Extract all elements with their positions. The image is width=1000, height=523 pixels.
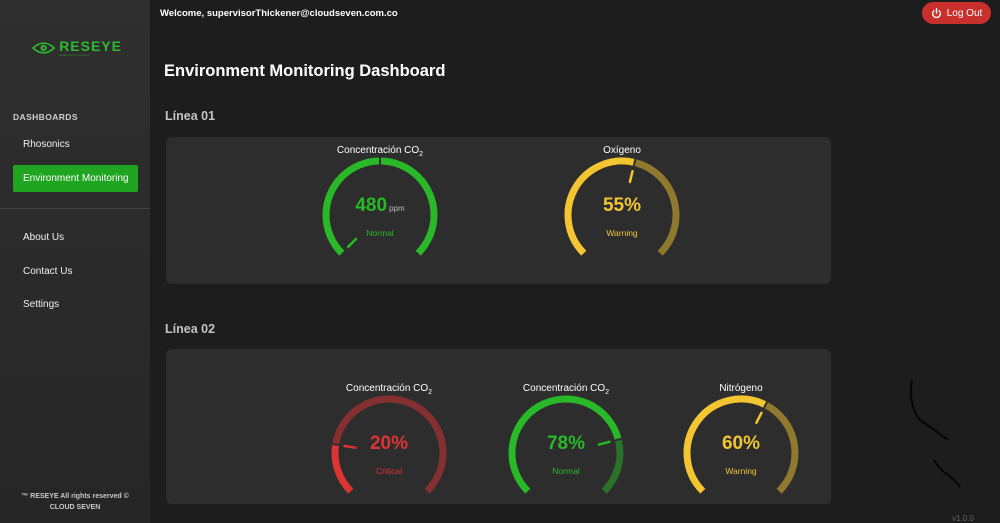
- eye-icon: [32, 42, 56, 54]
- sidebar-item-rhosonics[interactable]: Rhosonics: [13, 131, 138, 158]
- sidebar-divider: [0, 208, 150, 209]
- line-02-title: Línea 02: [165, 322, 216, 336]
- gauge-value: 20%: [319, 433, 459, 455]
- gauge-track: [763, 401, 799, 494]
- sidebar-item-label: Rhosonics: [23, 139, 70, 150]
- gauge-label: Oxígeno: [552, 145, 692, 158]
- gauge-dial: [683, 395, 799, 494]
- gauge-oxygen-line01: Oxígeno 55% Warning: [552, 145, 692, 265]
- gauge-marker: [632, 158, 637, 167]
- gauge-label-text: Concentración CO: [522, 383, 606, 394]
- logo-text: RESEYE: [59, 37, 122, 54]
- gauge-value-number: 60%: [721, 433, 761, 454]
- gauge-dial: [331, 395, 447, 494]
- gauge-status: Normal: [366, 228, 394, 238]
- page-title: Environment Monitoring Dashboard: [164, 62, 446, 80]
- gauge-label-text: Nitrógeno: [719, 383, 763, 394]
- sidebar-item-label: About Us: [23, 232, 65, 243]
- gauge-co2-b-line02: Concentración CO2 78% Normal: [496, 383, 636, 503]
- scribble-mark: [910, 379, 961, 488]
- gauge-label-text: Concentración CO: [336, 145, 420, 156]
- dashboards-section-label: DASHBOARDS: [13, 112, 78, 122]
- version-label: v1.0.0: [952, 514, 974, 523]
- gauge-marker: [762, 400, 769, 409]
- gauge-status: Critical: [376, 466, 402, 476]
- footer-company: CLOUD SEVEN: [49, 504, 101, 511]
- gauge-label-text: Concentración CO: [345, 383, 429, 394]
- gauge-needle: [755, 411, 763, 424]
- gauge-co2-line01: Concentración CO2 480 ppm Normal: [310, 145, 450, 265]
- gauge-needle: [346, 237, 358, 249]
- gauge-co2-a-line02: Concentración CO2 20% Critical: [319, 383, 459, 503]
- gauge-fill: [683, 395, 768, 494]
- gauge-status: Warning: [725, 466, 757, 476]
- sidebar-item-environment-monitoring[interactable]: Environment Monitoring: [13, 165, 138, 192]
- gauge-label: Nitrógeno: [671, 383, 811, 396]
- sidebar-item-label: Settings: [23, 299, 60, 310]
- gauge-value-number: 20%: [369, 433, 409, 454]
- gauge-needle: [343, 444, 357, 449]
- gauge-needle: [597, 440, 611, 446]
- gauge-marker: [331, 442, 340, 447]
- gauge-label-subscript: 2: [419, 151, 424, 158]
- gauge-value-number: 480: [355, 195, 388, 216]
- welcome-message: Welcome, supervisorThickener@cloudseven.…: [160, 8, 398, 19]
- sidebar-item-settings[interactable]: Settings: [13, 291, 138, 318]
- gauge-label-subscript: 2: [605, 389, 610, 396]
- gauge-marker: [614, 437, 623, 442]
- sidebar-item-about-us[interactable]: About Us: [13, 224, 138, 251]
- line-01-panel: Concentración CO2 480 ppm Normal Oxígeno 55%…: [166, 137, 831, 284]
- gauge-fill: [508, 395, 622, 494]
- gauge-label: Concentración CO2: [319, 383, 459, 396]
- footer-copyright: ™ RESEYE All rights reserved ©: [21, 493, 129, 500]
- gauge-status: Warning: [606, 228, 638, 238]
- line-01-title: Línea 01: [165, 109, 216, 123]
- gauge-value: 480 ppm: [310, 195, 450, 217]
- gauge-dial: [322, 157, 438, 256]
- gauge-status: Normal: [552, 466, 580, 476]
- gauge-track: [332, 395, 447, 494]
- gauge-value: 55%: [552, 195, 692, 217]
- gauge-value-number: 55%: [602, 195, 642, 216]
- gauge-track: [601, 438, 624, 494]
- sidebar-item-label: Contact Us: [23, 266, 73, 277]
- sidebar-footer: ™ RESEYE All rights reserved © CLOUD SEV…: [0, 491, 150, 513]
- gauge-fill: [331, 444, 354, 494]
- gauge-label-text: Oxígeno: [603, 145, 641, 156]
- gauge-nitrogen-line02: Nitrógeno 60% Warning: [671, 383, 811, 503]
- gauge-dial: [508, 395, 624, 494]
- sidebar-item-label: Environment Monitoring: [23, 173, 129, 184]
- gauge-unit: ppm: [389, 204, 405, 213]
- gauge-track: [633, 159, 680, 256]
- logo-tagline: smart environment: [59, 52, 90, 57]
- logout-label: Log Out: [946, 7, 983, 19]
- gauge-value-number: 78%: [546, 433, 586, 454]
- line-02-panel: Concentración CO2 20% Critical Concentraci…: [166, 349, 831, 504]
- gauge-value: 78%: [496, 433, 636, 455]
- sidebar: RESEYE smart environment DASHBOARDS Rhos…: [0, 0, 150, 523]
- power-icon: [931, 7, 941, 18]
- gauge-label: Concentración CO2: [310, 145, 450, 158]
- gauge-value: 60%: [671, 433, 811, 455]
- gauge-needle: [628, 169, 634, 184]
- sidebar-item-contact-us[interactable]: Contact Us: [13, 258, 138, 285]
- gauge-dial: [564, 157, 680, 256]
- gauge-label-subscript: 2: [428, 389, 433, 396]
- gauge-label: Concentración CO2: [496, 383, 636, 396]
- logout-button[interactable]: Log Out: [922, 2, 991, 24]
- logo[interactable]: RESEYE smart environment: [32, 36, 122, 60]
- gauge-fill: [564, 157, 636, 256]
